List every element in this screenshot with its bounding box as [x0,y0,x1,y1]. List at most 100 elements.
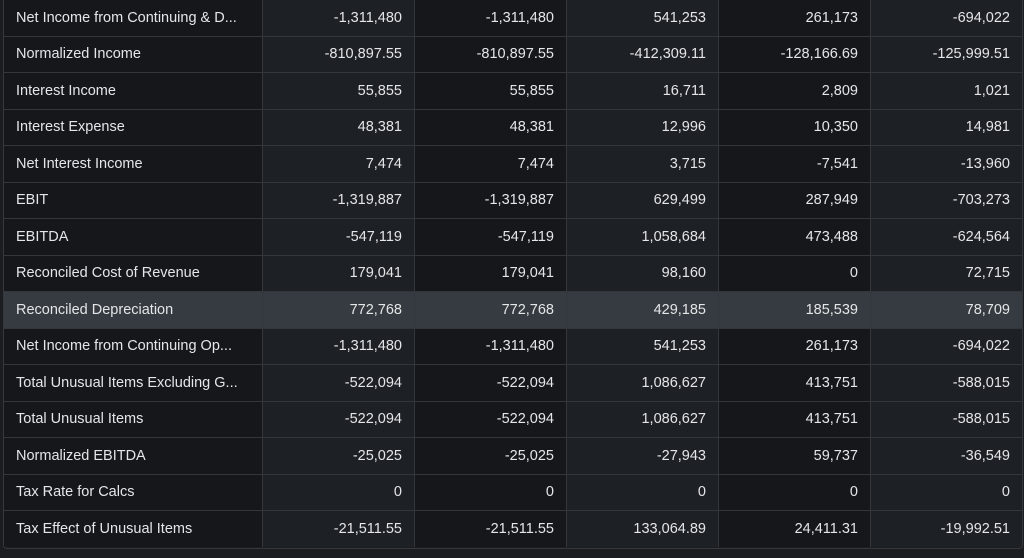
row-label: Total Unusual Items Excluding G... [4,364,263,402]
table-row[interactable]: EBITDA -547,119 -547,119 1,058,684 473,488 -6… [4,218,1022,256]
cell-value: -36,549 [870,437,1022,475]
row-label: Tax Rate for Calcs [4,474,263,511]
cell-value: 78,709 [870,291,1022,329]
cell-value: 261,173 [718,0,871,37]
cell-value: -1,311,480 [414,0,567,37]
cell-value: -21,511.55 [262,510,415,547]
cell-value: 473,488 [718,218,871,256]
cell-value: -588,015 [870,401,1022,438]
cell-value: 59,737 [718,437,871,475]
cell-value: 185,539 [718,291,871,329]
cell-value: -21,511.55 [414,510,567,547]
cell-value: 133,064.89 [566,510,719,547]
cell-value: 179,041 [414,255,567,292]
row-label: Reconciled Depreciation [4,291,263,329]
cell-value: -25,025 [262,437,415,475]
cell-value: 287,949 [718,182,871,219]
row-label: EBIT [4,182,263,219]
table-row[interactable]: Net Income from Continuing Op... -1,311,4… [4,328,1022,365]
cell-value: -125,999.51 [870,36,1022,73]
cell-value: 0 [414,474,567,511]
cell-value: 179,041 [262,255,415,292]
cell-value: 0 [566,474,719,511]
cell-value: -13,960 [870,145,1022,183]
cell-value: 48,381 [262,109,415,146]
cell-value: 7,474 [414,145,567,183]
cell-value: 0 [718,474,871,511]
cell-value: 0 [262,474,415,511]
cell-value: -522,094 [262,401,415,438]
cell-value: 1,058,684 [566,218,719,256]
row-label: Normalized Income [4,36,263,73]
cell-value: 261,173 [718,328,871,365]
table-row[interactable]: Interest Expense 48,381 48,381 12,996 10,350… [4,109,1022,146]
row-label: Reconciled Cost of Revenue [4,255,263,292]
cell-value: -694,022 [870,0,1022,37]
financials-table-container: Net Income from Continuing & D... -1,311,… [3,0,1023,549]
row-label: Net Income from Continuing Op... [4,328,263,365]
cell-value: 98,160 [566,255,719,292]
cell-value: -19,992.51 [870,510,1022,547]
cell-value: -810,897.55 [262,36,415,73]
cell-value: 14,981 [870,109,1022,146]
cell-value: -522,094 [262,364,415,402]
cell-value: -1,311,480 [262,328,415,365]
row-label: Tax Effect of Unusual Items [4,510,263,547]
cell-value: 12,996 [566,109,719,146]
cell-value: 10,350 [718,109,871,146]
cell-value: -522,094 [414,364,567,402]
table-row[interactable]: Total Unusual Items Excluding G... -522,0… [4,364,1022,402]
cell-value: -1,311,480 [262,0,415,37]
cell-value: -27,943 [566,437,719,475]
cell-value: -703,273 [870,182,1022,219]
cell-value: 629,499 [566,182,719,219]
cell-value: 429,185 [566,291,719,329]
cell-value: 541,253 [566,328,719,365]
cell-value: 72,715 [870,255,1022,292]
row-label: Total Unusual Items [4,401,263,438]
table-row[interactable]: Net Income from Continuing & D... -1,311,… [4,0,1022,37]
table-row[interactable]: Interest Income 55,855 55,855 16,711 2,809 1,… [4,72,1022,110]
cell-value: 16,711 [566,72,719,110]
table-row[interactable]: EBIT -1,319,887 -1,319,887 629,499 287,949 -7… [4,182,1022,219]
cell-value: -694,022 [870,328,1022,365]
cell-value: 413,751 [718,364,871,402]
table-row[interactable]: Normalized EBITDA -25,025 -25,025 -27,943 59… [4,437,1022,475]
cell-value: 772,768 [262,291,415,329]
row-label: Interest Expense [4,109,263,146]
row-label: EBITDA [4,218,263,256]
cell-value: 24,411.31 [718,510,871,547]
cell-value: 772,768 [414,291,567,329]
table-row[interactable]: Net Interest Income 7,474 7,474 3,715 -7,541… [4,145,1022,183]
cell-value: 0 [718,255,871,292]
cell-value: 48,381 [414,109,567,146]
row-label: Normalized EBITDA [4,437,263,475]
cell-value: 413,751 [718,401,871,438]
cell-value: -588,015 [870,364,1022,402]
cell-value: -412,309.11 [566,36,719,73]
cell-value: 2,809 [718,72,871,110]
table-row[interactable]: Total Unusual Items -522,094 -522,094 1,086… [4,401,1022,438]
cell-value: 3,715 [566,145,719,183]
table-row[interactable]: Normalized Income -810,897.55 -810,897.55-… [4,36,1022,73]
cell-value: 55,855 [414,72,567,110]
row-label: Net Income from Continuing & D... [4,0,263,37]
cell-value: -522,094 [414,401,567,438]
cell-value: -547,119 [414,218,567,256]
row-label: Net Interest Income [4,145,263,183]
cell-value: 7,474 [262,145,415,183]
table-row[interactable]: Tax Rate for Calcs 0 0 0 0 0 [4,474,1022,511]
cell-value: -1,319,887 [262,182,415,219]
table-row[interactable]: Reconciled Cost of Revenue 179,041 179,041… [4,255,1022,292]
cell-value: -25,025 [414,437,567,475]
cell-value: 0 [870,474,1022,511]
cell-value: -1,311,480 [414,328,567,365]
cell-value: -1,319,887 [414,182,567,219]
cell-value: 1,086,627 [566,364,719,402]
table-row[interactable]: Tax Effect of Unusual Items -21,511.55 -21… [4,510,1022,547]
cell-value: -128,166.69 [718,36,871,73]
cell-value: 541,253 [566,0,719,37]
row-label: Interest Income [4,72,263,110]
table-row[interactable]: Reconciled Depreciation 772,768 772,768 429… [4,291,1022,329]
financials-table: Net Income from Continuing & D... -1,311,… [4,0,1022,547]
